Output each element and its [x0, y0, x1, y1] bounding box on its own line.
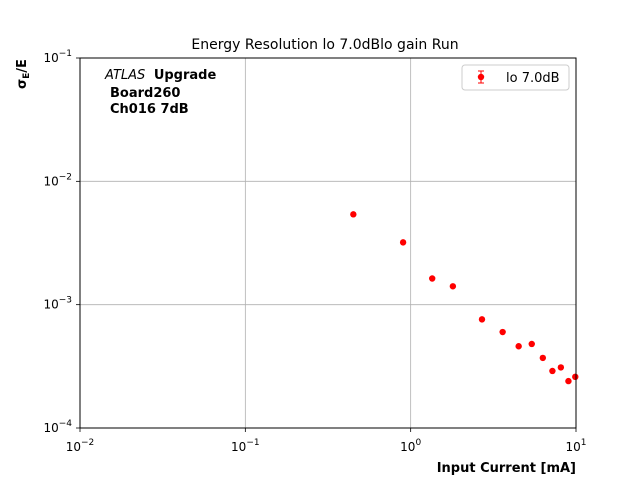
annotation-channel: Ch016 7dB: [110, 102, 189, 117]
plot-frame: [79, 57, 577, 429]
data-point: [478, 316, 486, 323]
data-point: [399, 239, 407, 246]
y-axis-label: σE/E: [15, 59, 32, 89]
data-point: [515, 343, 522, 350]
y-tick-label: 10−2: [43, 172, 72, 188]
data-point: [499, 328, 506, 336]
y-tick-label: 10−3: [43, 296, 72, 312]
legend-marker: [477, 73, 485, 81]
annotation-board: Board260: [110, 86, 180, 101]
chart-title: Energy Resolution lo 7.0dBlo gain Run: [191, 37, 458, 53]
x-tick-label: 10−1: [231, 438, 260, 454]
y-axis-label-tail: /E: [15, 59, 30, 73]
x-tick-label: 10−2: [66, 438, 95, 454]
data-point: [549, 367, 556, 375]
data-point: [449, 283, 457, 290]
y-tick-label: 10−4: [43, 419, 72, 435]
x-tick-label: 100: [400, 438, 421, 454]
data-points: [350, 211, 579, 385]
atlas-annotation: ATLAS Upgrade Board260 Ch016 7dB: [104, 68, 216, 117]
data-point: [572, 373, 579, 381]
data-point: [429, 275, 436, 282]
data-point: [539, 354, 547, 362]
data-point: [565, 377, 572, 385]
data-point: [528, 340, 535, 348]
annotation-atlas: ATLAS: [104, 68, 145, 83]
legend-label: lo 7.0dB: [506, 71, 560, 86]
x-tick-label: 101: [565, 438, 586, 454]
y-tick-label: 10−1: [43, 49, 72, 65]
x-axis: 10−2 10−1 100 101: [66, 428, 587, 454]
grid-lines: [80, 58, 576, 428]
data-point: [350, 211, 357, 218]
svg-text:ATLAS Upgrade: ATLAS Upgrade: [104, 68, 216, 83]
legend-box: [461, 64, 570, 91]
y-axis-label-main: σ: [15, 79, 30, 89]
y-axis-label-sub: E: [22, 73, 32, 79]
annotation-upgrade: Upgrade: [154, 68, 217, 83]
y-axis: 10−4 10−3 10−2 10−1: [43, 49, 80, 435]
legend: lo 7.0dB: [461, 64, 570, 91]
x-axis-label: Input Current [mA]: [437, 461, 576, 476]
data-point: [557, 364, 565, 371]
